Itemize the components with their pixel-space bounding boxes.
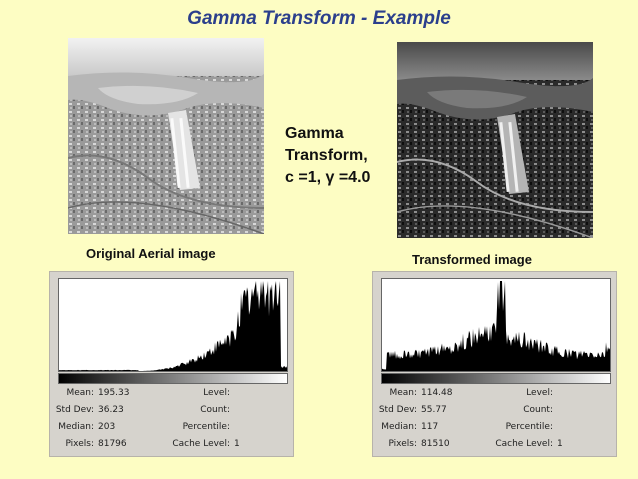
pixels-label: Pixels: xyxy=(388,439,417,449)
cache-level-value: 1 xyxy=(557,439,563,449)
original-histogram-panel: Mean: 195.33 Level: Std Dev: 36.23 Count… xyxy=(49,271,294,457)
transformed-aerial-image xyxy=(397,42,593,238)
median-value: 117 xyxy=(421,422,439,432)
std-dev-label: Std Dev: xyxy=(378,405,417,415)
count-label: Count: xyxy=(200,405,230,415)
transformed-histogram-panel: Mean: 114.48 Level: Std Dev: 55.77 Count… xyxy=(372,271,617,457)
count-label: Count: xyxy=(523,405,553,415)
pixels-value: 81796 xyxy=(98,439,127,449)
original-histogram xyxy=(58,278,288,372)
pixels-value: 81510 xyxy=(421,439,450,449)
pixels-label: Pixels: xyxy=(65,439,94,449)
median-label: Median: xyxy=(58,422,94,432)
transform-label-line-3: c =1, γ =4.0 xyxy=(285,169,371,186)
original-aerial-image xyxy=(68,38,264,234)
std-dev-value: 36.23 xyxy=(98,405,124,415)
transformed-image-caption: Transformed image xyxy=(412,252,532,267)
mean-value: 195.33 xyxy=(98,388,130,398)
gamma-transform-label: Gamma Transform, c =1, γ =4.0 xyxy=(285,123,370,189)
level-label: Level: xyxy=(526,388,553,398)
level-label: Level: xyxy=(203,388,230,398)
percentile-label: Percentile: xyxy=(505,422,553,432)
mean-label: Mean: xyxy=(66,388,94,398)
slide-title: Gamma Transform - Example xyxy=(187,8,451,29)
median-label: Median: xyxy=(381,422,417,432)
original-image-caption: Original Aerial image xyxy=(86,246,216,261)
percentile-label: Percentile: xyxy=(182,422,230,432)
histogram-bars xyxy=(382,281,610,371)
grayscale-gradient-bar xyxy=(381,373,611,384)
transformed-histogram xyxy=(381,278,611,372)
mean-value: 114.48 xyxy=(421,388,453,398)
cache-level-label: Cache Level: xyxy=(495,439,553,449)
cache-level-label: Cache Level: xyxy=(172,439,230,449)
cache-level-value: 1 xyxy=(234,439,240,449)
grayscale-gradient-bar xyxy=(58,373,288,384)
histogram-bars xyxy=(59,281,287,371)
std-dev-label: Std Dev: xyxy=(55,405,94,415)
mean-label: Mean: xyxy=(389,388,417,398)
std-dev-value: 55.77 xyxy=(421,405,447,415)
transform-label-line-2: Transform, xyxy=(285,147,368,164)
transform-label-line-1: Gamma xyxy=(285,125,344,142)
median-value: 203 xyxy=(98,422,116,432)
